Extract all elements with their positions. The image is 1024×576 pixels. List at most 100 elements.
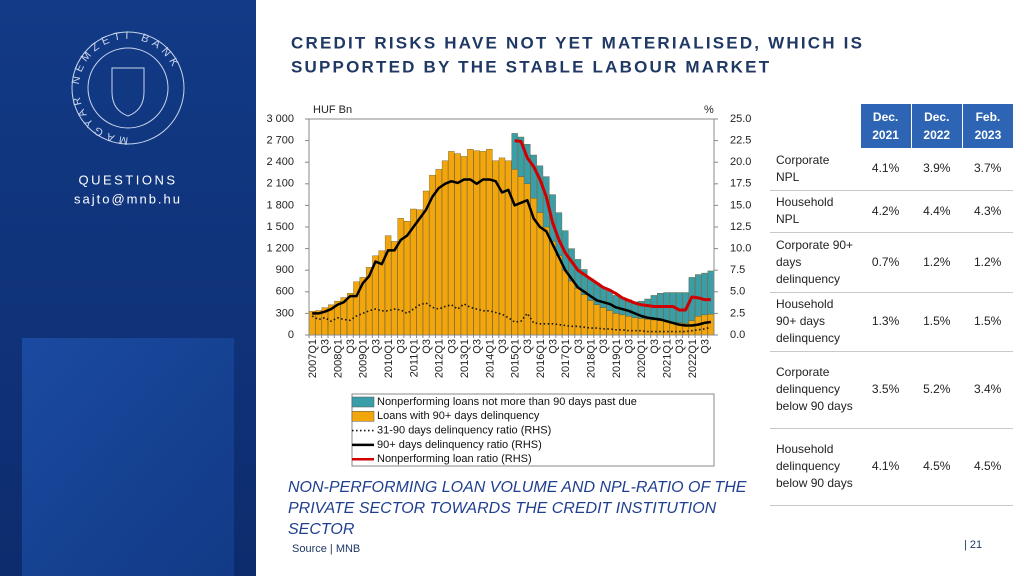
bar [416,209,423,336]
cell-value: 1.5% [911,292,963,352]
cell-value: 1.2% [962,232,1013,293]
bar [549,241,556,336]
x-tick-label: Q3 [522,339,534,354]
x-tick-label: Q3 [497,339,509,354]
y-tick-label: 600 [276,286,294,298]
email: sajto@mnb.hu [74,191,182,206]
table-row: Household 90+ days delinquency 1.3% 1.5% 1.… [770,292,1013,352]
x-tick-label: Q3 [674,339,686,354]
x-tick-label: Q3 [548,339,560,354]
bar [606,290,613,311]
bar [606,310,613,336]
legend-label: Loans with 90+ days delinquency [377,410,540,422]
cell-value: 4.4% [911,190,963,233]
legend-label: 31-90 days delinquency ratio (RHS) [377,425,551,437]
y-tick-label: 900 [276,264,294,276]
x-tick-label: 2014Q1 [484,339,496,378]
column-header: Dec. 2021 [859,104,912,148]
row-label: Corporate NPL [770,148,860,191]
bar [460,156,468,336]
x-tick-label: Q3 [396,339,408,354]
legend-swatch [351,396,375,408]
x-tick-label: 2015Q1 [510,339,522,378]
bar [435,169,442,336]
bar [644,298,651,320]
x-tick-label: 2008Q1 [332,339,344,378]
x-tick-label: 2009Q1 [358,339,370,378]
x-tick-label: Q3 [573,339,585,354]
cell-value: 4.5% [962,428,1013,506]
x-tick-label: 2010Q1 [383,339,395,378]
table-corner [770,104,860,148]
bar [612,295,620,314]
bar [441,160,449,336]
cell-value: 4.1% [860,148,912,191]
bar [574,288,582,336]
y2-tick-label: 0.0 [730,329,745,341]
cell-value: 5.2% [911,351,963,429]
cell-value: 4.1% [860,428,912,506]
bar [397,218,404,336]
row-label: Household delinquency below 90 days [770,428,860,506]
y-tick-label: 2 700 [266,135,294,147]
plot-area [308,133,715,336]
bar [593,304,601,336]
table-row: Household delinquency below 90 days 4.1% 4… [770,428,1013,506]
y-tick-label: 0 [288,329,294,341]
row-label: Household NPL [770,190,860,233]
y2-tick-label: 10.0 [730,243,751,255]
bar [562,270,569,336]
chart-caption: NON-PERFORMING LOAN VOLUME AND NPL-RATIO… [288,479,747,538]
bar [511,169,518,336]
bar [701,314,708,336]
line-series [514,139,711,312]
x-tick-label: Q3 [623,339,635,354]
x-tick-label: 2016Q1 [535,339,547,378]
summary-table: Dec. 2021 Dec. 2022 Feb. 2023 Corporate NPL… [770,104,1013,506]
column-header: Dec. 2022 [910,104,963,148]
y-tick-label: 2 400 [266,156,294,168]
x-tick-label: 2012Q1 [434,339,446,378]
bar [701,272,708,316]
bar [587,300,594,336]
table-header-row: Dec. 2021 Dec. 2022 Feb. 2023 [770,104,1013,148]
bar [650,319,658,336]
cell-value: 1.5% [962,292,1013,352]
y2-tick-label: 5.0 [730,286,745,298]
bar [543,226,550,336]
cell-value: 0.7% [860,232,912,293]
cell-value: 4.2% [860,190,912,233]
bar [581,294,588,336]
bar [530,154,537,199]
x-tick-label: Q3 [446,339,458,354]
bar [638,318,645,336]
y-tick-label: 1 500 [266,221,294,233]
bar [695,274,702,317]
y-tick-label: 1 200 [266,243,294,255]
x-tick-label: 2018Q1 [586,339,598,378]
slide-title: SUPPORTED BY THE STABLE LABOUR MARKET [291,57,771,76]
y2-tick-label: 25.0 [730,113,751,125]
bar [600,307,607,336]
bar [631,317,639,336]
y-tick-label: 1 800 [266,199,294,211]
bar [505,160,512,336]
bar [486,149,493,336]
y2-tick-label: 22.5 [730,135,751,147]
y-axis-label: HUF Bn [313,104,352,116]
bar [498,157,506,336]
bar [619,314,626,336]
legend-label: 90+ days delinquency ratio (RHS) [377,439,542,451]
y2-tick-label: 7.5 [730,264,745,276]
cell-value: 3.7% [962,148,1013,191]
table-row: Corporate 90+ days delinquency 0.7% 1.2% 1.… [770,232,1013,293]
logo-ring [71,31,185,145]
bar [581,269,588,295]
x-tick-label: Q3 [345,339,357,354]
y2-tick-label: 15.0 [730,199,751,211]
x-tick-label: 2011Q1 [408,339,420,377]
logo-ring [87,47,169,129]
line-series [311,302,712,333]
